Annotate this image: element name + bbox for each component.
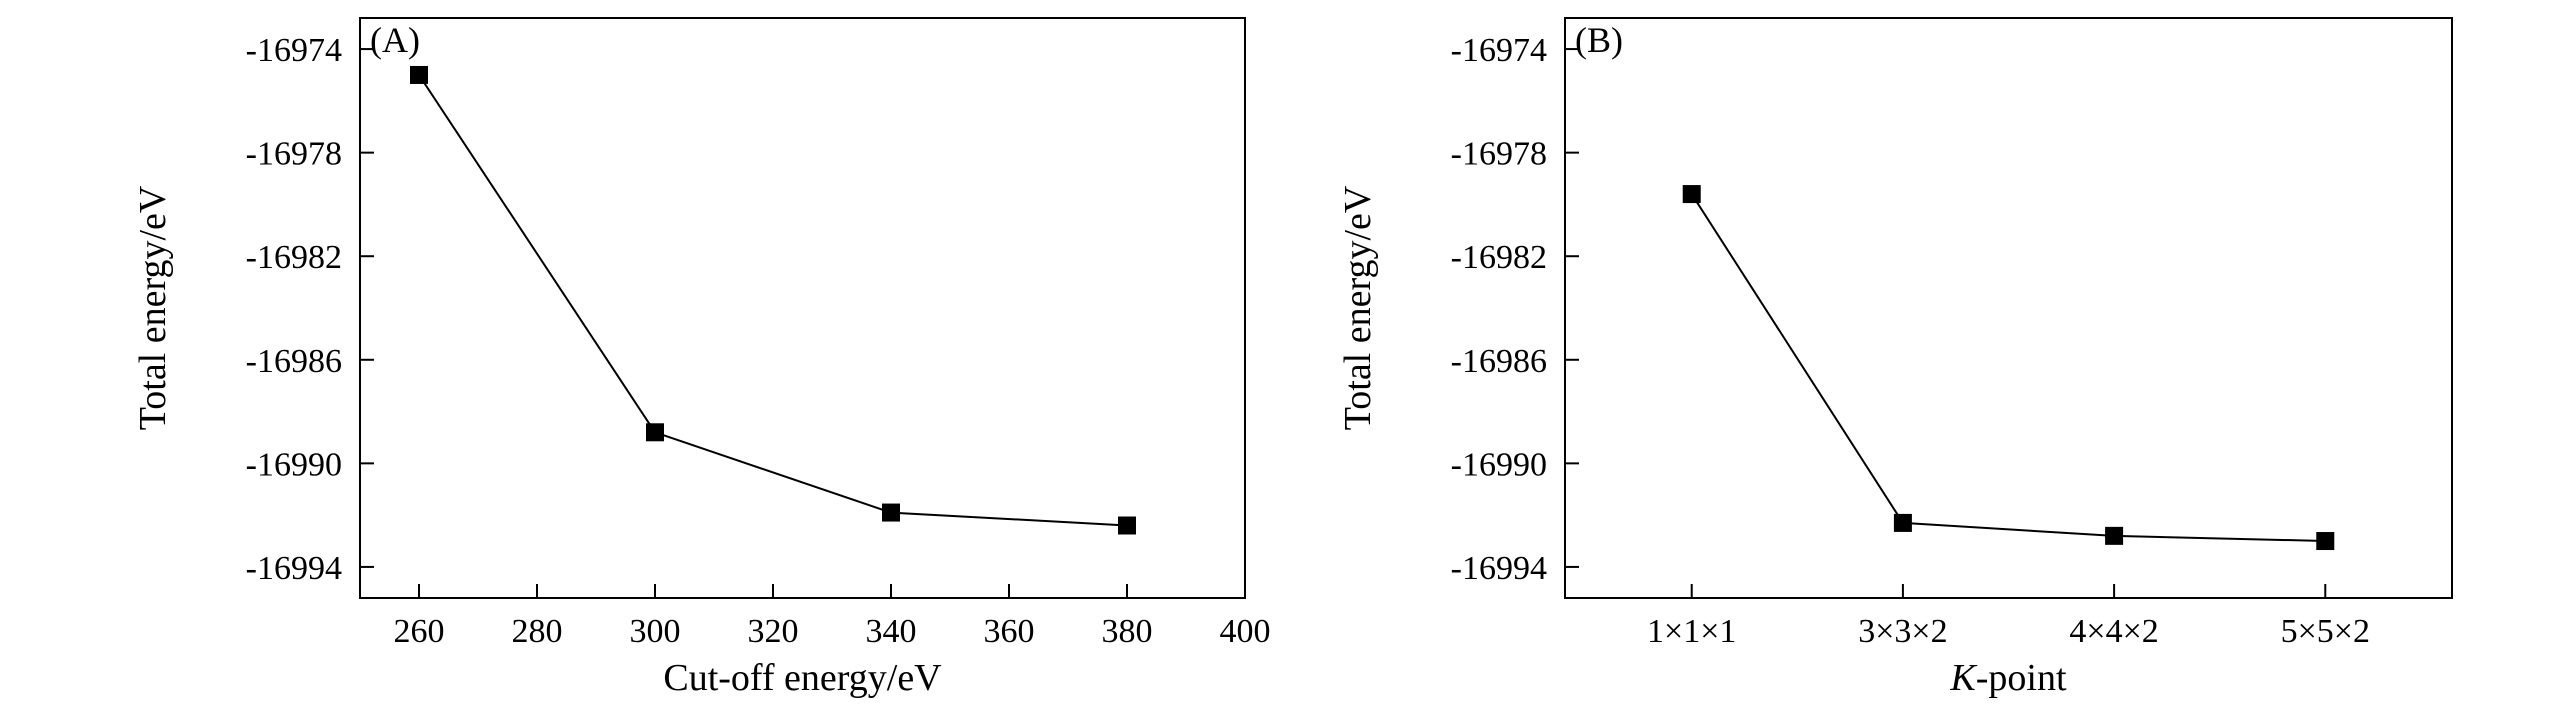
y-tick-label: -16986 <box>246 343 342 380</box>
data-point <box>2105 526 2124 545</box>
x-tick-label: 260 <box>394 613 445 650</box>
x-tick-label: 280 <box>512 613 563 650</box>
x-tick-label: 300 <box>630 613 681 650</box>
y-axis-label: Total energy/eV <box>132 185 174 430</box>
y-tick-label: -16974 <box>1451 32 1547 69</box>
y-tick-label: -16982 <box>1451 239 1547 276</box>
x-axis-label: K-point <box>1949 657 2067 699</box>
x-tick-label: 400 <box>1220 613 1271 650</box>
y-tick-label: -16978 <box>246 136 342 173</box>
x-tick-label: 3×3×2 <box>1858 613 1947 650</box>
data-point <box>1682 185 1701 204</box>
y-tick-label: -16974 <box>246 32 342 69</box>
x-tick-label: 5×5×2 <box>2281 613 2370 650</box>
plot-frame <box>359 17 1246 599</box>
x-axis-label: Cut-off energy/eV <box>663 657 942 699</box>
data-point <box>410 65 428 84</box>
y-tick-label: -16986 <box>1451 343 1547 380</box>
data-point <box>646 423 664 442</box>
y-tick-label: -16990 <box>1451 446 1547 483</box>
x-tick-label: 4×4×2 <box>2069 613 2158 650</box>
x-tick-label: 320 <box>748 613 799 650</box>
data-point <box>1893 513 1912 532</box>
x-tick-label: 340 <box>866 613 917 650</box>
data-point <box>882 503 900 522</box>
y-axis-label: Total energy/eV <box>1337 185 1379 430</box>
panel-label: (B) <box>1575 20 1623 60</box>
y-tick-label: -16978 <box>1451 136 1547 173</box>
series-line <box>1690 193 2326 542</box>
y-tick-label: -16990 <box>246 446 342 483</box>
x-tick-label: 380 <box>1102 613 1153 650</box>
x-tick-label: 360 <box>984 613 1035 650</box>
x-axis-label-italic: K <box>1949 657 1977 699</box>
data-point <box>1118 516 1136 535</box>
chart-panel-b: -16974 -16978 -16982 -16986 -16990 -16994 1×1×… <box>1337 17 2453 699</box>
plot-frame <box>1564 17 2453 599</box>
x-axis-label-rest: -point <box>1976 657 2067 699</box>
y-tick-label: -16994 <box>246 550 342 587</box>
panel-label: (A) <box>370 20 420 60</box>
data-point <box>2316 532 2335 551</box>
y-tick-label: -16994 <box>1451 550 1547 587</box>
series-line <box>418 74 1128 527</box>
chart-panel-a: -16974 -16978 -16982 -16986 -16990 -16994 260 2… <box>132 17 1271 699</box>
x-tick-label: 1×1×1 <box>1647 613 1736 650</box>
y-tick-label: -16982 <box>246 239 342 276</box>
